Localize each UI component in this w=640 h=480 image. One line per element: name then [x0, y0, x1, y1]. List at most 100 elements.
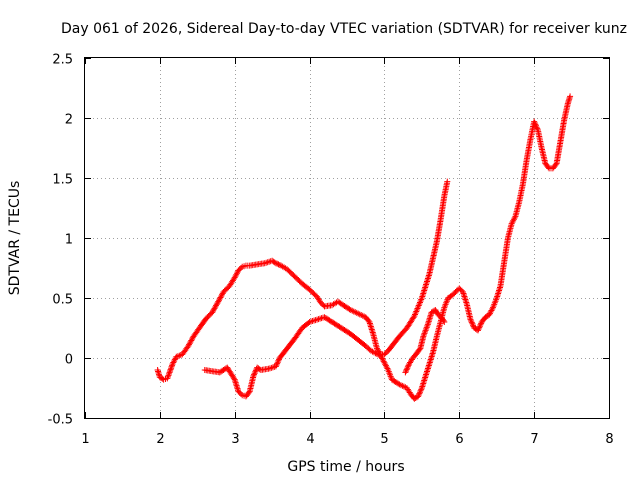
data-point-satellite-track-2: [475, 326, 482, 332]
data-point-satellite-track-1: [355, 310, 362, 317]
data-point-satellite-track-2: [476, 324, 483, 331]
data-point-satellite-track-1: [169, 361, 176, 367]
data-point-satellite-track-1: [210, 306, 217, 313]
data-point-satellite-track-1: [358, 312, 365, 319]
data-point-satellite-track-2: [487, 308, 494, 315]
data-point-satellite-track-2: [396, 381, 403, 388]
data-point-satellite-track-1: [211, 305, 218, 312]
data-point-satellite-track-2: [251, 371, 258, 378]
data-point-satellite-track-2: [250, 373, 257, 379]
data-point-satellite-track-2: [273, 362, 280, 368]
data-point-satellite-track-2: [508, 220, 515, 227]
data-point-satellite-track-2: [399, 382, 406, 389]
data-point-satellite-track-2: [531, 120, 538, 126]
data-point-satellite-track-1: [352, 309, 359, 316]
y-tick-label: 2: [65, 113, 73, 128]
data-point-satellite-track-2: [379, 355, 386, 362]
data-point-satellite-track-2: [477, 321, 484, 328]
data-point-satellite-track-2: [372, 350, 379, 357]
data-point-satellite-track-1: [218, 291, 225, 298]
data-point-satellite-track-1: [347, 307, 354, 313]
data-point-satellite-track-3: [402, 369, 409, 376]
data-point-satellite-track-1: [232, 273, 239, 280]
data-point-satellite-track-2: [467, 316, 474, 323]
chart-title: Day 061 of 2026, Sidereal Day-to-day VTE…: [61, 21, 627, 37]
data-point-satellite-track-2: [382, 361, 389, 368]
x-tick-label: 6: [455, 432, 463, 447]
y-axis-label: SDTVAR / TECUs: [7, 181, 23, 296]
data-point-satellite-track-2: [230, 375, 237, 382]
data-point-satellite-track-1: [350, 308, 357, 315]
data-point-satellite-track-3: [404, 365, 411, 372]
data-point-satellite-track-1: [233, 270, 240, 277]
data-point-satellite-track-2: [470, 322, 477, 329]
data-point-satellite-track-2: [272, 363, 279, 370]
data-point-satellite-track-1: [189, 336, 196, 343]
data-point-satellite-track-1: [231, 274, 238, 281]
data-point-satellite-track-2: [383, 364, 390, 371]
data-point-satellite-track-2: [373, 350, 380, 357]
x-tick-label: 4: [306, 432, 314, 447]
data-point-satellite-track-2: [545, 164, 552, 171]
data-point-satellite-track-1: [356, 311, 363, 318]
data-point-satellite-track-2: [237, 391, 244, 397]
data-point-satellite-track-1: [187, 338, 194, 345]
data-point-satellite-track-1: [171, 358, 178, 365]
data-point-satellite-track-1: [170, 359, 177, 366]
x-tick-label: 7: [530, 432, 538, 447]
data-point-satellite-track-1: [171, 356, 178, 363]
data-point-satellite-track-2: [274, 360, 281, 367]
data-point-satellite-track-3: [404, 363, 411, 370]
data-point-satellite-track-2: [379, 356, 386, 363]
y-tick-label: 0.5: [52, 293, 73, 308]
data-point-satellite-track-1: [349, 307, 356, 314]
data-point-satellite-track-2: [552, 161, 559, 168]
data-point-satellite-track-1: [173, 353, 180, 360]
grid-layer: [85, 58, 609, 418]
data-point-satellite-track-1: [233, 271, 240, 278]
data-point-satellite-track-1: [186, 341, 193, 348]
data-point-satellite-track-2: [377, 352, 384, 359]
data-point-satellite-track-2: [381, 359, 388, 366]
data-point-satellite-track-2: [415, 392, 422, 398]
data-point-satellite-track-2: [476, 323, 483, 330]
data-point-satellite-track-1: [365, 317, 372, 324]
y-tick-label: -0.5: [48, 413, 73, 428]
data-point-satellite-track-2: [251, 370, 258, 377]
data-point-satellite-track-2: [510, 217, 517, 224]
data-point-satellite-track-2: [275, 357, 282, 364]
data-point-satellite-track-2: [417, 387, 424, 394]
y-tick-label: 2.5: [52, 53, 73, 68]
x-tick-label: 3: [231, 432, 239, 447]
data-point-satellite-track-2: [510, 216, 517, 223]
data-point-satellite-track-1: [185, 343, 192, 349]
data-point-satellite-track-3: [403, 368, 410, 374]
x-axis-label: GPS time / hours: [287, 459, 404, 475]
data-point-satellite-track-2: [533, 122, 540, 129]
x-tick-label: 1: [81, 432, 89, 447]
data-point-satellite-track-1: [215, 298, 222, 305]
tick-layer: 1 2 3 4 5 6 7 8 -0.5 0 0.5 1 1.5 2 2.5: [48, 53, 614, 448]
data-point-satellite-track-2: [370, 349, 377, 356]
data-point-satellite-track-1: [186, 340, 193, 347]
data-point-satellite-track-2: [416, 389, 423, 396]
data-point-satellite-track-3: [416, 346, 423, 353]
data-point-satellite-track-2: [468, 319, 475, 326]
data-point-satellite-track-1: [353, 309, 360, 316]
data-points-layer: [154, 93, 574, 402]
data-point-satellite-track-2: [469, 320, 476, 327]
data-point-satellite-track-2: [397, 382, 404, 389]
plot-frame: [84, 57, 610, 419]
data-point-satellite-track-2: [400, 383, 407, 390]
y-tick-label: 1.5: [52, 173, 73, 188]
data-point-satellite-track-1: [174, 353, 181, 360]
data-point-satellite-track-2: [274, 359, 281, 366]
y-tick-label: 0: [65, 353, 73, 368]
data-point-satellite-track-2: [475, 327, 481, 334]
data-point-satellite-track-2: [534, 125, 541, 132]
data-point-satellite-track-2: [245, 389, 252, 396]
x-tick-label: 8: [605, 432, 613, 447]
data-point-satellite-track-2: [252, 368, 259, 375]
data-point-satellite-track-1: [218, 293, 225, 300]
data-point-satellite-track-2: [305, 320, 312, 326]
